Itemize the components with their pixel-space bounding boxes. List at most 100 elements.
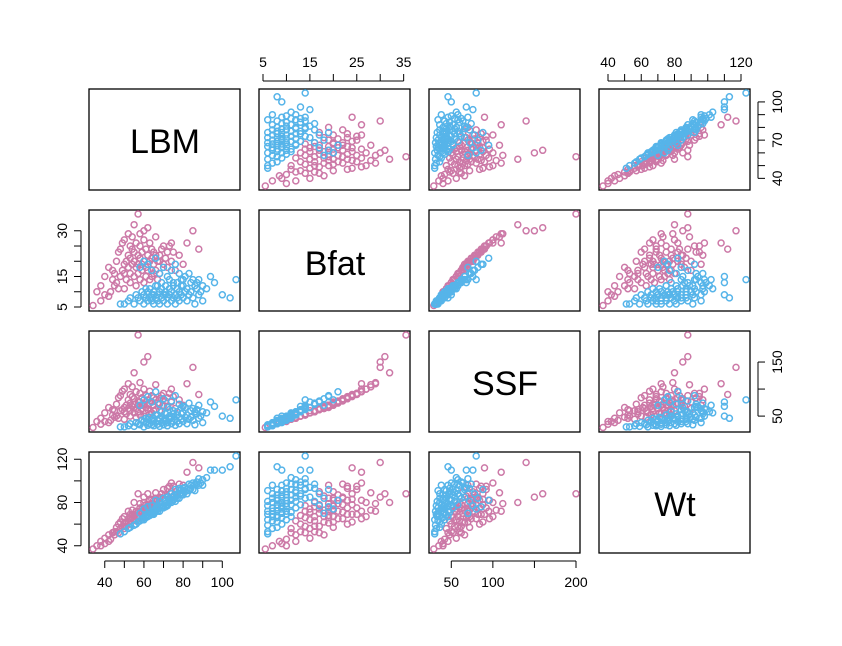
point-female-lbm-ssf xyxy=(489,149,497,157)
point-female-lbm-wt xyxy=(732,117,740,125)
point-male-bfat-wt xyxy=(622,300,631,308)
point-female-wt-lbm xyxy=(120,512,129,521)
panel-wt-bfat xyxy=(258,451,411,554)
point-female-bfat-lbm xyxy=(146,275,154,284)
point-male-wt-ssf xyxy=(462,466,471,474)
point-female-ssf-wt xyxy=(610,414,619,423)
panel-ssf-ssf xyxy=(428,330,581,433)
point-female-bfat-lbm xyxy=(146,239,154,247)
point-male-wt-lbm xyxy=(142,512,150,521)
point-male-lbm-wt xyxy=(697,110,705,119)
point-female-ssf-bfat xyxy=(367,383,375,391)
point-female-bfat-wt xyxy=(599,301,607,310)
point-female-lbm-ssf xyxy=(479,164,487,172)
point-female-bfat-lbm xyxy=(130,220,138,229)
point-male-lbm-bfat xyxy=(268,110,277,119)
left-tick-label: 5 xyxy=(54,303,70,311)
point-male-ssf-lbm xyxy=(173,408,181,416)
point-male-wt-ssf xyxy=(465,484,474,493)
point-female-lbm-ssf xyxy=(497,121,505,129)
panel-lbm-ssf xyxy=(428,88,581,191)
point-male-bfat-ssf xyxy=(472,275,480,284)
point-male-ssf-lbm xyxy=(155,422,164,431)
point-female-bfat-ssf xyxy=(514,220,522,229)
point-male-lbm-ssf xyxy=(430,161,439,170)
label-wt: Wt xyxy=(654,486,696,524)
point-female-wt-bfat xyxy=(385,498,394,507)
point-male-wt-lbm xyxy=(171,485,180,494)
point-female-lbm-ssf xyxy=(485,145,494,153)
bottom-tick-label: 200 xyxy=(564,574,588,590)
point-male-ssf-wt xyxy=(649,414,657,423)
point-female-bfat-ssf xyxy=(538,223,547,232)
point-female-wt-bfat xyxy=(310,517,319,525)
point-male-lbm-bfat xyxy=(324,146,333,155)
point-male-wt-ssf xyxy=(460,493,469,501)
point-female-wt-ssf xyxy=(452,534,461,542)
point-female-ssf-lbm xyxy=(112,400,121,408)
point-male-bfat-lbm xyxy=(232,275,240,284)
point-female-bfat-lbm xyxy=(163,248,172,256)
point-female-wt-bfat xyxy=(287,529,295,537)
point-female-lbm-ssf xyxy=(489,131,497,139)
point-female-wt-bfat xyxy=(371,507,380,515)
point-female-bfat-ssf xyxy=(467,257,475,266)
point-female-bfat-wt xyxy=(604,288,612,296)
point-female-bfat-lbm xyxy=(93,288,101,296)
point-female-wt-ssf xyxy=(499,499,507,508)
point-male-wt-bfat xyxy=(273,523,281,532)
point-female-ssf-wt xyxy=(700,385,709,393)
point-female-ssf-lbm xyxy=(134,331,142,339)
point-female-bfat-wt xyxy=(640,245,649,253)
point-female-wt-bfat xyxy=(362,512,370,521)
point-male-lbm-ssf xyxy=(434,116,442,124)
point-female-ssf-bfat xyxy=(402,331,410,339)
point-male-bfat-wt xyxy=(702,278,710,287)
point-male-bfat-wt xyxy=(632,294,641,302)
point-male-lbm-wt xyxy=(654,151,662,160)
point-female-bfat-lbm xyxy=(175,251,183,259)
point-male-wt-bfat xyxy=(296,490,305,498)
point-female-bfat-wt xyxy=(630,284,639,293)
point-male-bfat-lbm xyxy=(193,278,201,287)
variable-labels: LBM Bfat SSF Wt xyxy=(130,123,696,524)
point-female-lbm-bfat xyxy=(306,174,314,183)
point-female-bfat-lbm xyxy=(169,248,178,256)
point-female-wt-ssf xyxy=(489,479,497,487)
point-female-ssf-wt xyxy=(667,391,675,400)
point-male-wt-bfat xyxy=(315,501,324,510)
point-male-ssf-lbm xyxy=(163,422,172,430)
point-male-bfat-lbm xyxy=(120,300,129,308)
point-female-lbm-bfat xyxy=(353,132,361,141)
point-male-lbm-ssf xyxy=(464,151,472,160)
point-female-wt-lbm xyxy=(163,484,172,493)
point-male-wt-lbm xyxy=(198,481,207,489)
point-male-wt-lbm xyxy=(151,496,160,505)
point-female-ssf-lbm xyxy=(175,396,183,404)
point-female-wt-ssf xyxy=(475,484,484,493)
point-male-ssf-lbm xyxy=(177,410,185,418)
point-male-bfat-wt xyxy=(700,288,709,296)
point-female-lbm-wt xyxy=(640,164,649,172)
point-female-wt-ssf xyxy=(472,514,480,523)
point-female-bfat-lbm xyxy=(106,288,115,296)
point-female-wt-bfat xyxy=(357,479,366,487)
point-male-wt-ssf xyxy=(464,474,472,483)
point-female-lbm-ssf xyxy=(452,174,461,183)
point-male-lbm-ssf xyxy=(474,136,482,144)
point-male-ssf-wt xyxy=(742,396,750,404)
point-female-ssf-wt xyxy=(670,369,679,377)
point-female-lbm-bfat xyxy=(343,133,352,142)
point-male-bfat-wt xyxy=(699,269,707,278)
point-female-wt-bfat xyxy=(381,490,389,498)
point-female-ssf-lbm xyxy=(130,369,138,377)
point-female-lbm-wt xyxy=(610,177,619,185)
point-female-wt-lbm xyxy=(116,518,125,526)
point-male-wt-lbm xyxy=(173,490,181,498)
point-male-ssf-bfat xyxy=(324,391,333,400)
point-male-wt-bfat xyxy=(301,479,309,487)
point-male-bfat-lbm xyxy=(161,291,170,299)
point-male-ssf-lbm xyxy=(165,405,174,414)
point-female-bfat-wt xyxy=(684,223,692,232)
point-male-bfat-wt xyxy=(667,278,675,287)
